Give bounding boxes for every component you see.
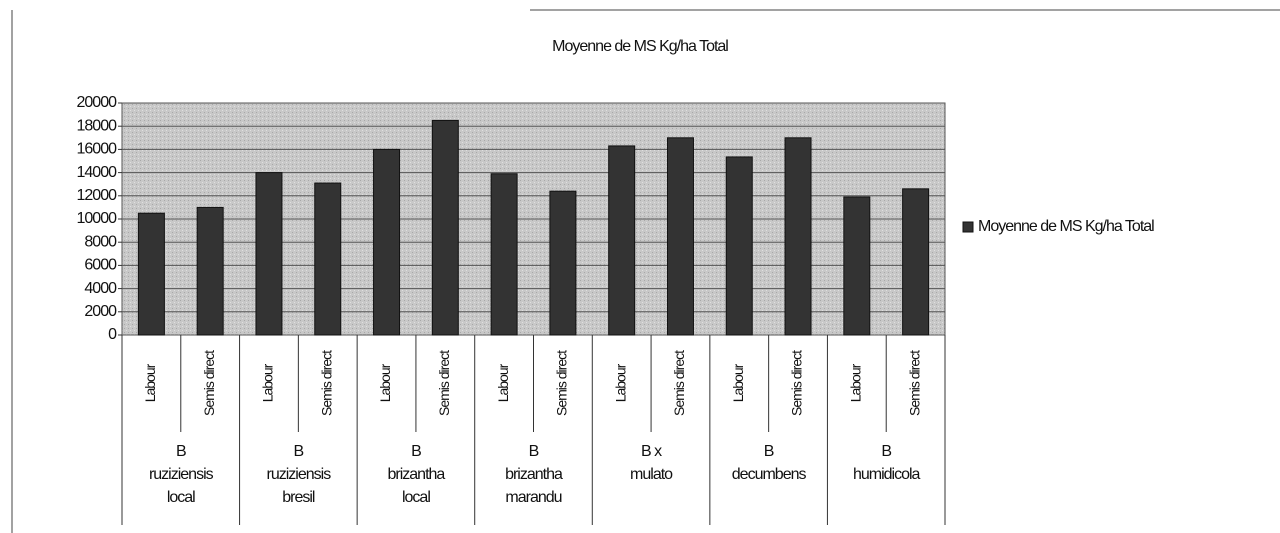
group-label: bresil	[282, 489, 315, 506]
group-label: B	[176, 443, 186, 460]
bar	[843, 196, 871, 336]
y-tick-label: 20000	[77, 94, 118, 111]
y-tick-label: 12000	[77, 187, 118, 204]
group-label: mulato	[630, 466, 673, 483]
group-label: local	[402, 489, 430, 506]
bar	[196, 206, 224, 336]
group-label: B x	[641, 443, 662, 460]
bar	[490, 173, 518, 336]
y-tick-label: 6000	[84, 257, 117, 274]
bar	[314, 182, 342, 336]
x-tick-label: Semis direct	[554, 350, 570, 416]
y-tick-label: 8000	[84, 233, 117, 250]
y-tick-label: 2000	[84, 303, 117, 320]
bar	[784, 137, 812, 336]
x-tick-label: Semis direct	[906, 350, 922, 416]
y-tick-label: 16000	[77, 141, 118, 158]
bar	[255, 172, 283, 336]
bar	[549, 190, 577, 336]
y-tick-label: 10000	[77, 210, 118, 227]
x-tick-label: Semis direct	[318, 350, 334, 416]
x-tick-label: Labour	[495, 363, 511, 402]
bar	[137, 212, 165, 336]
bar	[725, 156, 753, 336]
group-label: B	[881, 443, 891, 460]
x-tick-label: Labour	[848, 363, 864, 402]
y-tick-label: 18000	[77, 117, 118, 134]
x-tick-label: Semis direct	[436, 350, 452, 416]
group-label: B	[764, 443, 774, 460]
bar	[608, 145, 636, 336]
bar	[373, 148, 401, 336]
bar	[431, 119, 459, 336]
x-tick-label: Labour	[260, 363, 276, 402]
x-tick-label: Labour	[612, 363, 628, 402]
group-label: brizantha	[388, 466, 446, 483]
x-tick-label: Labour	[142, 363, 158, 402]
x-tick-label: Semis direct	[201, 350, 217, 416]
group-label: ruziziensis	[149, 466, 214, 483]
legend-swatch	[962, 221, 974, 233]
x-tick-label: Semis direct	[671, 350, 687, 416]
y-tick-label: 14000	[77, 164, 118, 181]
group-label: local	[167, 489, 195, 506]
chart-title: Moyenne de MS Kg/ha Total	[552, 38, 728, 55]
legend-label: Moyenne de MS Kg/ha Total	[978, 218, 1154, 235]
y-tick-label: 0	[108, 326, 117, 343]
bar	[666, 137, 694, 336]
group-label: B	[294, 443, 304, 460]
bar	[902, 188, 930, 336]
y-tick-label: 4000	[84, 280, 117, 297]
group-label: ruziziensis	[267, 466, 332, 483]
x-tick-label: Semis direct	[789, 350, 805, 416]
group-label: decumbens	[732, 466, 807, 483]
group-label: B	[529, 443, 539, 460]
group-label: B	[411, 443, 421, 460]
x-tick-label: Labour	[377, 363, 393, 402]
group-label: marandu	[505, 489, 561, 506]
group-label: humidicola	[853, 466, 921, 483]
x-tick-label: Labour	[730, 363, 746, 402]
group-label: brizantha	[505, 466, 563, 483]
